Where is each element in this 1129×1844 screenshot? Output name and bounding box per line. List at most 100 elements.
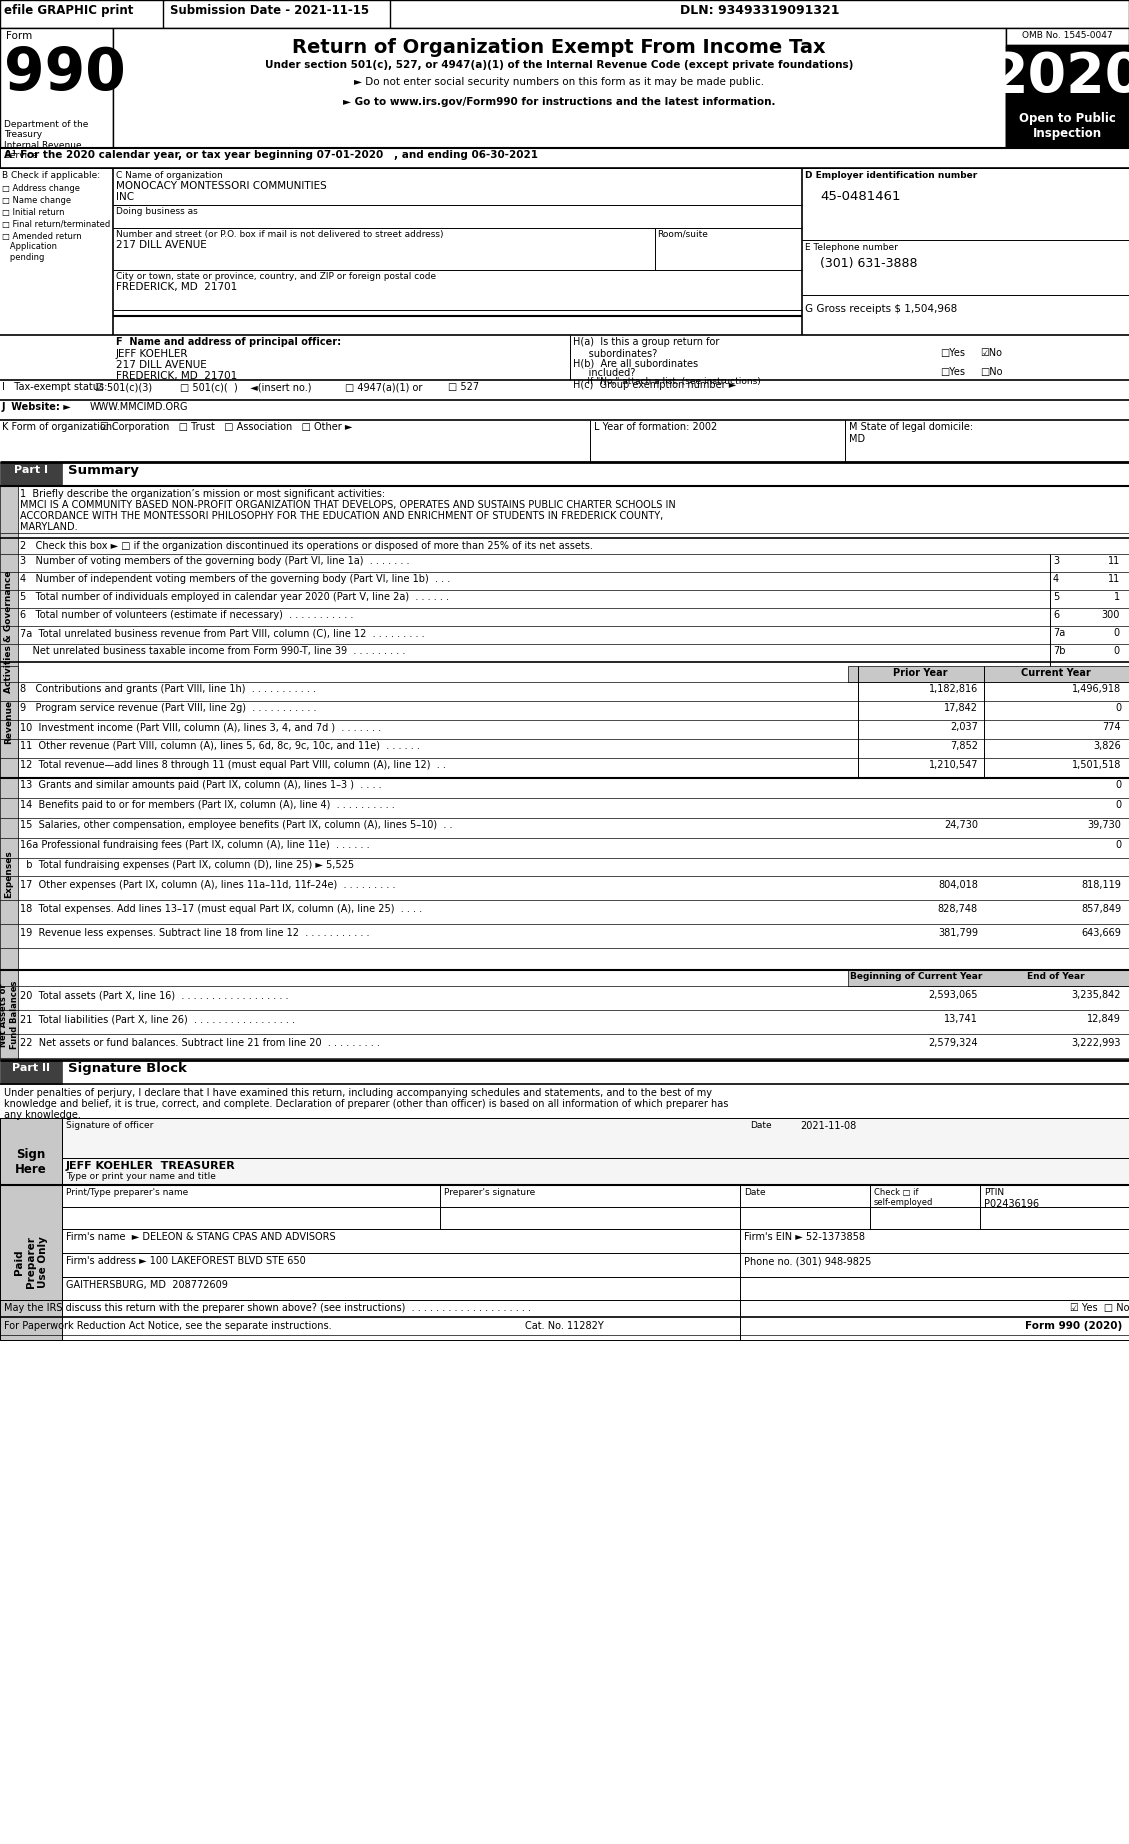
Text: □No: □No [980, 367, 1003, 376]
Text: K Form of organization:: K Form of organization: [2, 422, 115, 431]
Text: 20  Total assets (Part X, line 16)  . . . . . . . . . . . . . . . . . .: 20 Total assets (Part X, line 16) . . . … [20, 990, 289, 999]
Text: Sign
Here: Sign Here [15, 1149, 47, 1176]
Text: 381,799: 381,799 [938, 928, 978, 939]
Text: 2020: 2020 [990, 50, 1129, 103]
Text: GAITHERSBURG, MD  208772609: GAITHERSBURG, MD 208772609 [65, 1280, 228, 1291]
Bar [0, 970, 18, 1060]
Bar [113, 28, 1006, 148]
Text: 828,748: 828,748 [938, 904, 978, 915]
Text: Cat. No. 11282Y: Cat. No. 11282Y [525, 1320, 603, 1331]
Text: 0: 0 [1114, 800, 1121, 810]
Text: L Year of formation: 2002: L Year of formation: 2002 [594, 422, 717, 431]
Text: 2021-11-08: 2021-11-08 [800, 1121, 856, 1130]
Text: 6   Total number of volunteers (estimate if necessary)  . . . . . . . . . . .: 6 Total number of volunteers (estimate i… [20, 610, 353, 620]
Text: 643,669: 643,669 [1082, 928, 1121, 939]
Text: I   Tax-exempt status:: I Tax-exempt status: [2, 382, 107, 393]
Text: City or town, state or province, country, and ZIP or foreign postal code: City or town, state or province, country… [116, 273, 436, 280]
Text: 11: 11 [1108, 557, 1120, 566]
Text: 21  Total liabilities (Part X, line 26)  . . . . . . . . . . . . . . . . .: 21 Total liabilities (Part X, line 26) .… [20, 1014, 295, 1023]
Text: Under penalties of perjury, I declare that I have examined this return, includin: Under penalties of perjury, I declare th… [5, 1088, 712, 1097]
Text: □ 501(c)(  )    ◄(insert no.): □ 501(c)( ) ◄(insert no.) [180, 382, 312, 393]
Text: 1,210,547: 1,210,547 [928, 760, 978, 771]
Text: 857,849: 857,849 [1080, 904, 1121, 915]
Text: (301) 631-3888: (301) 631-3888 [820, 256, 918, 269]
Text: included?: included? [574, 369, 636, 378]
Text: If "No," attach a list. (see instructions): If "No," attach a list. (see instruction… [574, 376, 761, 385]
Text: 10  Investment income (Part VIII, column (A), lines 3, 4, and 7d )  . . . . . . : 10 Investment income (Part VIII, column … [20, 723, 382, 732]
Text: 9   Program service revenue (Part VIII, line 2g)  . . . . . . . . . . .: 9 Program service revenue (Part VIII, li… [20, 703, 316, 714]
Text: 0: 0 [1114, 645, 1120, 656]
Text: Signature of officer: Signature of officer [65, 1121, 154, 1130]
Text: ☑No: ☑No [980, 349, 1003, 358]
Text: ☑ Corporation   □ Trust   □ Association   □ Other ►: ☑ Corporation □ Trust □ Association □ Ot… [100, 422, 352, 431]
Text: OMB No. 1545-0047: OMB No. 1545-0047 [1022, 31, 1112, 41]
Text: Doing business as: Doing business as [116, 207, 198, 216]
Text: May the IRS discuss this return with the preparer shown above? (see instructions: May the IRS discuss this return with the… [5, 1304, 531, 1313]
Text: 19  Revenue less expenses. Subtract line 18 from line 12  . . . . . . . . . . .: 19 Revenue less expenses. Subtract line … [20, 928, 369, 939]
Text: MONOCACY MONTESSORI COMMUNITIES: MONOCACY MONTESSORI COMMUNITIES [116, 181, 326, 192]
Text: 990: 990 [5, 44, 125, 101]
Text: H(b)  Are all subordinates: H(b) Are all subordinates [574, 358, 698, 369]
Text: Expenses: Expenses [5, 850, 14, 898]
Text: □ Amended return
   Application
   pending: □ Amended return Application pending [2, 232, 81, 262]
Text: 5: 5 [1053, 592, 1059, 601]
Text: 18  Total expenses. Add lines 13–17 (must equal Part IX, column (A), line 25)  .: 18 Total expenses. Add lines 13–17 (must… [20, 904, 422, 915]
Text: 7a  Total unrelated business revenue from Part VIII, column (C), line 12  . . . : 7a Total unrelated business revenue from… [20, 629, 425, 638]
Text: FREDERICK, MD  21701: FREDERICK, MD 21701 [116, 282, 237, 291]
Bar [0, 1186, 1129, 1341]
Text: 22  Net assets or fund balances. Subtract line 21 from line 20  . . . . . . . . : 22 Net assets or fund balances. Subtract… [20, 1038, 379, 1047]
Text: 0: 0 [1114, 629, 1120, 638]
Text: 16a Professional fundraising fees (Part IX, column (A), line 11e)  . . . . . .: 16a Professional fundraising fees (Part … [20, 841, 369, 850]
Text: Prior Year: Prior Year [893, 668, 947, 679]
Text: 8   Contributions and grants (Part VIII, line 1h)  . . . . . . . . . . .: 8 Contributions and grants (Part VIII, l… [20, 684, 316, 693]
Bar [0, 778, 18, 970]
Text: 15  Salaries, other compensation, employee benefits (Part IX, column (A), lines : 15 Salaries, other compensation, employe… [20, 821, 453, 830]
Text: Form: Form [6, 31, 33, 41]
Text: 804,018: 804,018 [938, 880, 978, 891]
Text: 2   Check this box ► □ if the organization discontinued its operations or dispos: 2 Check this box ► □ if the organization… [20, 540, 593, 551]
Text: 11: 11 [1108, 573, 1120, 585]
Text: Net unrelated business taxable income from Form 990-T, line 39  . . . . . . . . : Net unrelated business taxable income fr… [20, 645, 405, 656]
Text: JEFF KOEHLER  TREASURER: JEFF KOEHLER TREASURER [65, 1162, 236, 1171]
Text: 13,741: 13,741 [944, 1014, 978, 1023]
Bar [0, 463, 62, 487]
Text: C Name of organization: C Name of organization [116, 171, 222, 181]
Text: 2,037: 2,037 [951, 723, 978, 732]
Text: Firm's name  ► DELEON & STANG CPAS AND ADVISORS: Firm's name ► DELEON & STANG CPAS AND AD… [65, 1232, 335, 1243]
Text: 13  Grants and similar amounts paid (Part IX, column (A), lines 1–3 )  . . . .: 13 Grants and similar amounts paid (Part… [20, 780, 382, 789]
Text: 1,501,518: 1,501,518 [1071, 760, 1121, 771]
Text: ☑ Yes  □ No: ☑ Yes □ No [1070, 1304, 1129, 1313]
Bar [0, 1060, 62, 1084]
Text: Revenue: Revenue [5, 701, 14, 745]
Text: E Telephone number: E Telephone number [805, 243, 898, 253]
Text: 300: 300 [1102, 610, 1120, 620]
Text: 217 DILL AVENUE: 217 DILL AVENUE [116, 360, 207, 371]
Text: Date: Date [744, 1188, 765, 1197]
Text: efile GRAPHIC print: efile GRAPHIC print [5, 4, 133, 17]
Text: H(a)  Is this a group return for: H(a) Is this a group return for [574, 337, 719, 347]
Text: 7b: 7b [1053, 645, 1066, 656]
Text: Firm's address ► 100 LAKEFOREST BLVD STE 650: Firm's address ► 100 LAKEFOREST BLVD STE… [65, 1256, 306, 1267]
Text: Department of the
Treasury
Internal Revenue
Service: Department of the Treasury Internal Reve… [5, 120, 88, 160]
Text: B Check if applicable:: B Check if applicable: [2, 171, 100, 181]
Text: Current Year: Current Year [1021, 668, 1091, 679]
Text: □ 4947(a)(1) or: □ 4947(a)(1) or [345, 382, 422, 393]
Text: Summary: Summary [68, 465, 139, 478]
Text: 4: 4 [1053, 573, 1059, 585]
Text: Under section 501(c), 527, or 4947(a)(1) of the Internal Revenue Code (except pr: Under section 501(c), 527, or 4947(a)(1)… [265, 61, 854, 70]
Text: 1: 1 [1114, 592, 1120, 601]
Bar [1006, 44, 1129, 107]
Text: Open to Public
Inspection: Open to Public Inspection [1018, 112, 1115, 140]
Bar [0, 1186, 62, 1341]
Text: ACCORDANCE WITH THE MONTESSORI PHILOSOPHY FOR THE EDUCATION AND ENRICHMENT OF ST: ACCORDANCE WITH THE MONTESSORI PHILOSOPH… [20, 511, 663, 522]
Text: 0: 0 [1114, 841, 1121, 850]
Text: Beginning of Current Year: Beginning of Current Year [850, 972, 982, 981]
Bar [0, 1117, 62, 1186]
Bar [0, 666, 18, 778]
Text: ► Do not enter social security numbers on this form as it may be made public.: ► Do not enter social security numbers o… [353, 77, 764, 87]
Text: □ 527: □ 527 [448, 382, 479, 393]
Text: A¹ For the 2020 calendar year, or tax year beginning 07-01-2020   , and ending 0: A¹ For the 2020 calendar year, or tax ye… [5, 149, 539, 160]
Text: 45-0481461: 45-0481461 [820, 190, 901, 203]
Text: ☑ 501(c)(3): ☑ 501(c)(3) [95, 382, 152, 393]
Text: 774: 774 [1102, 723, 1121, 732]
